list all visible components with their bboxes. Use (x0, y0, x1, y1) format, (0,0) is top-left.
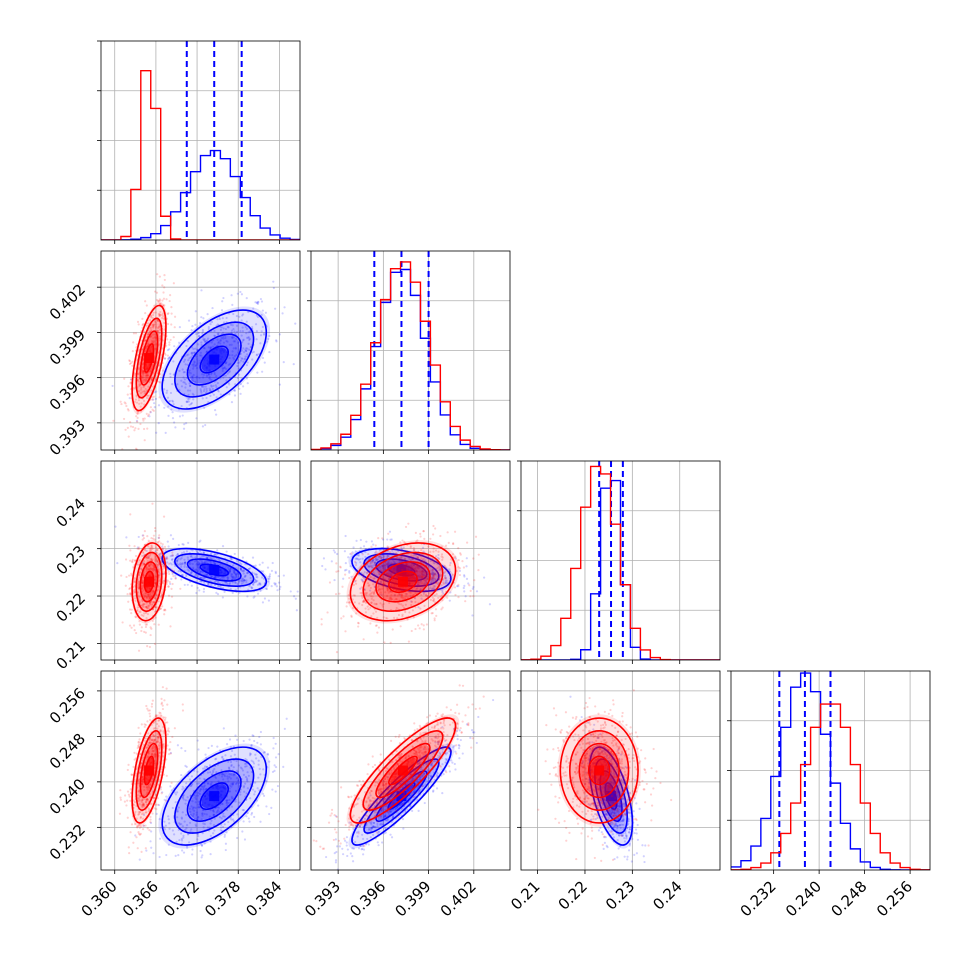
histogram-panel-2 (517, 460, 721, 664)
panel-frame (520, 670, 721, 871)
contour-red (135, 730, 163, 811)
histogram-panel-1 (307, 250, 511, 454)
x-tick-label: 0.396 (346, 877, 389, 920)
density-peak (144, 576, 155, 587)
density-peak (594, 765, 605, 776)
contour-red (131, 717, 167, 824)
scatter-panel-2-0 (97, 460, 301, 664)
panel-frame (310, 460, 511, 661)
x-tick-label: 0.24 (649, 877, 685, 913)
contour-red (135, 317, 163, 399)
density-peak (397, 765, 408, 776)
x-tick-label: 0.23 (602, 877, 638, 913)
contour-blue (161, 547, 268, 593)
contour-blue (186, 770, 242, 822)
panel-background (101, 251, 300, 450)
y-tick-label: 0.256 (46, 684, 89, 727)
scatter-panel-3-0 (97, 670, 301, 874)
density-peak (209, 791, 220, 802)
contour-blue (174, 321, 255, 398)
y-tick-label: 0.22 (53, 589, 89, 625)
panel-background (101, 461, 300, 660)
contour-red (569, 730, 630, 811)
contour-red (578, 742, 620, 799)
density-peak (606, 791, 617, 802)
scatter-panel-3-1 (307, 670, 511, 874)
y-tick-label: 0.240 (46, 775, 89, 818)
panel-frame (100, 670, 301, 871)
y-tick-label: 0.393 (46, 416, 89, 459)
x-tick-label: 0.402 (437, 877, 480, 920)
y-tick-label: 0.399 (46, 326, 89, 369)
panel-frame (100, 250, 301, 451)
panel-background (311, 461, 510, 660)
contour-blue (161, 746, 268, 846)
contour-blue (186, 333, 242, 386)
contour-red (139, 561, 159, 603)
contour-red (135, 551, 163, 612)
density-peak (209, 354, 220, 365)
contour-blue (174, 758, 255, 834)
contour-red (388, 570, 418, 594)
contour-red (131, 542, 167, 622)
contour-red (349, 717, 457, 824)
x-tick-label: 0.21 (507, 877, 543, 913)
histogram-panel-0 (97, 40, 301, 244)
x-tick-label: 0.384 (242, 877, 285, 920)
x-tick-label: 0.360 (78, 877, 121, 920)
y-tick-label: 0.396 (46, 371, 89, 414)
contour-blue (174, 553, 255, 587)
contour-red (375, 561, 431, 603)
scatter-panel-1-0 (97, 250, 301, 454)
density-peak (397, 576, 408, 587)
contour-blue (161, 309, 268, 410)
histogram-red-1 (311, 261, 510, 450)
contour-red (375, 742, 431, 799)
density-peak (396, 791, 407, 802)
density-peak (144, 765, 155, 776)
y-tick-label: 0.21 (53, 637, 89, 673)
contour-red (362, 551, 444, 612)
density-peak (396, 564, 407, 575)
contour-red (139, 330, 159, 386)
panel-frame (310, 670, 511, 871)
contour-blue (363, 758, 440, 834)
contour-red (587, 755, 611, 786)
contour-blue (199, 782, 229, 811)
contour-blue (588, 746, 634, 846)
scatter-panel-3-2 (517, 670, 721, 874)
y-tick-label: 0.402 (46, 280, 89, 323)
histogram-blue-0 (101, 149, 300, 240)
contour-red (362, 730, 444, 811)
y-tick-label: 0.23 (53, 542, 89, 578)
y-tick-label: 0.248 (46, 730, 89, 773)
y-tick-label: 0.24 (53, 495, 89, 531)
contour-blue (199, 345, 229, 374)
contour-red (349, 542, 457, 622)
x-tick-label: 0.399 (392, 877, 435, 920)
x-tick-label: 0.256 (873, 877, 916, 920)
contour-red (131, 304, 167, 412)
x-tick-label: 0.393 (301, 877, 344, 920)
x-tick-label: 0.22 (555, 877, 591, 913)
x-tick-label: 0.372 (160, 877, 203, 920)
histogram-red-0 (101, 70, 300, 240)
x-tick-label: 0.378 (201, 877, 244, 920)
y-tick-label: 0.232 (46, 821, 89, 864)
scatter-panel-2-1 (307, 460, 511, 664)
contour-red (559, 717, 639, 824)
x-tick-label: 0.240 (782, 877, 825, 920)
density-peak (209, 564, 220, 575)
contour-red (139, 742, 159, 799)
contour-blue (186, 558, 242, 582)
x-tick-label: 0.232 (737, 877, 780, 920)
histogram-red-3 (731, 703, 930, 870)
density-peak (144, 353, 155, 364)
panel-frame (100, 460, 301, 661)
x-tick-label: 0.366 (119, 877, 162, 920)
histogram-panel-3 (727, 670, 931, 874)
x-tick-label: 0.248 (828, 877, 871, 920)
